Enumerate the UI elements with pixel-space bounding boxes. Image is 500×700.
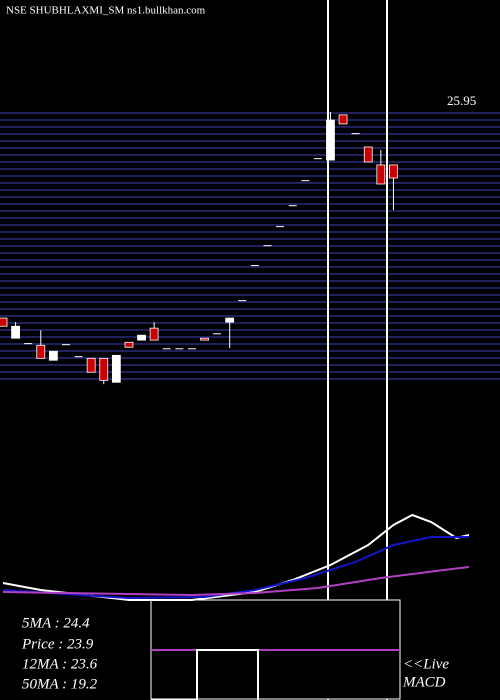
candle-body xyxy=(162,348,171,350)
candle-body xyxy=(137,334,146,341)
indicator-line xyxy=(2,536,469,600)
info-50ma: 50MA : 19.2 xyxy=(22,676,98,692)
candle-body xyxy=(288,205,297,207)
info-5ma: 5MA : 24.4 xyxy=(22,615,90,631)
candle-body xyxy=(61,344,70,346)
candle-body xyxy=(276,226,285,228)
candle-body xyxy=(326,119,335,161)
live-label: <<Live xyxy=(403,656,449,672)
candle-body xyxy=(11,325,20,339)
candle-body xyxy=(213,333,222,335)
candle-body xyxy=(48,350,58,361)
candle-body xyxy=(149,327,159,341)
candle-body xyxy=(74,356,83,358)
candle-body xyxy=(36,344,46,359)
candle-body xyxy=(99,357,109,381)
candle-body xyxy=(200,337,209,341)
candle-body xyxy=(187,348,196,350)
price-grid xyxy=(0,112,500,380)
macd-label: MACD xyxy=(402,674,446,690)
candle-body xyxy=(225,317,235,323)
candle-body xyxy=(86,357,96,373)
info-box xyxy=(0,600,150,700)
candle-body xyxy=(313,158,322,160)
candle-body xyxy=(24,343,33,345)
info-12ma: 12MA : 23.6 xyxy=(22,656,98,672)
candle-body xyxy=(175,348,184,350)
indicator-line xyxy=(2,513,470,601)
candle-body xyxy=(301,180,310,182)
candle-body xyxy=(376,164,386,185)
candle-body xyxy=(111,354,121,383)
candle-body xyxy=(351,133,360,135)
candle-body xyxy=(389,164,398,179)
info-price: Price : 23.9 xyxy=(21,636,94,652)
candle-body xyxy=(124,341,134,348)
candle-body xyxy=(338,114,348,125)
candle-body xyxy=(238,300,247,302)
last-price: 25.95 xyxy=(447,93,476,108)
candle-body xyxy=(0,317,8,327)
macd-signal xyxy=(151,649,259,700)
chart-title: NSE SHUBHLAXMI_SM ns1.bullkhan.com xyxy=(6,5,206,17)
indicator-line xyxy=(2,566,470,597)
candle-body xyxy=(263,245,272,247)
candle-body xyxy=(363,146,373,163)
candle-body xyxy=(250,265,259,267)
